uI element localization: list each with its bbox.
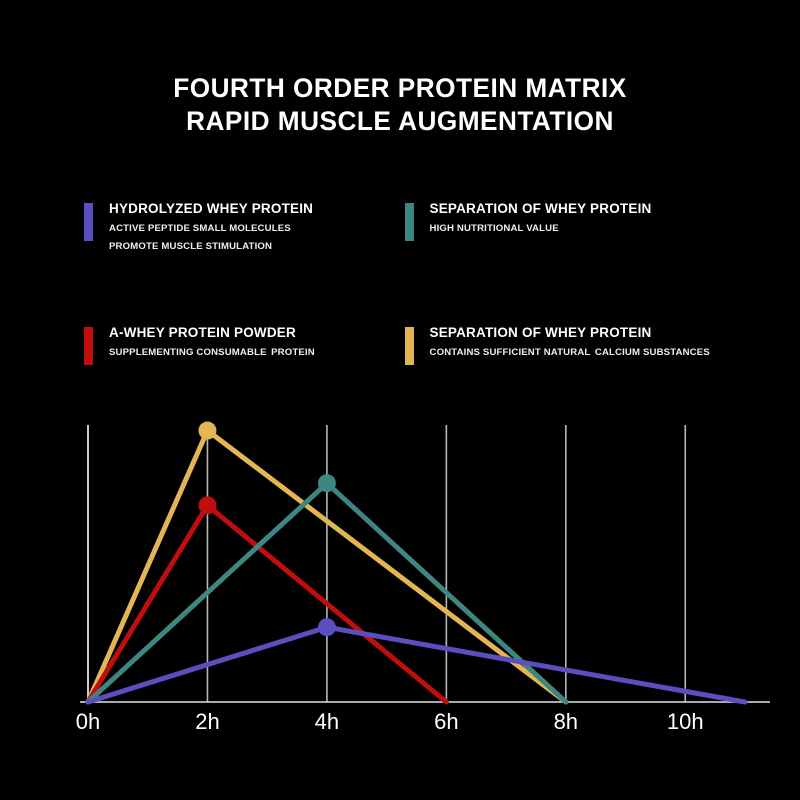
series-peak-marker[interactable] bbox=[317, 618, 336, 637]
title-line-1: FOURTH ORDER PROTEIN MATRIX bbox=[173, 73, 627, 103]
legend-row-1: HYDROLYZED WHEY PROTEIN ACTIVE PEPTIDE S… bbox=[84, 200, 724, 254]
legend-item-text: SEPARATION OF WHEY PROTEIN CONTAINS SUFF… bbox=[430, 324, 725, 360]
legend-item-hydrolyzed-whey-protein[interactable]: HYDROLYZED WHEY PROTEIN ACTIVE PEPTIDE S… bbox=[84, 200, 404, 254]
legend-item-subtitle-1: CONTAINS SUFFICIENT NATURAL bbox=[429, 347, 591, 358]
legend-item-text: SEPARATION OF WHEY PROTEIN HIGH NUTRITIO… bbox=[430, 200, 725, 236]
x-axis-tick-0h: 0h bbox=[75, 709, 101, 734]
legend-item-title: SEPARATION OF WHEY PROTEIN bbox=[429, 201, 652, 216]
legend-swatch-gold bbox=[404, 327, 414, 365]
x-axis-tick-8h: 8h bbox=[553, 709, 579, 734]
legend-item-title: HYDROLYZED WHEY PROTEIN bbox=[109, 201, 314, 216]
series-peak-marker[interactable] bbox=[317, 474, 336, 493]
series-line bbox=[85, 428, 569, 705]
legend-item-a-whey-protein-powder[interactable]: A-WHEY PROTEIN POWDER SUPPLEMENTING CONS… bbox=[84, 324, 404, 365]
series-peak-marker[interactable] bbox=[198, 421, 217, 440]
legend-swatch-teal bbox=[404, 203, 414, 241]
x-axis-tick-10h: 10h bbox=[666, 709, 704, 734]
legend-item-subtitle-2: PROMOTE MUSCLE STIMULATION bbox=[109, 241, 273, 252]
legend-item-subtitle-2: PROTEIN bbox=[271, 347, 315, 358]
legend-item-subtitle-1: HIGH NUTRITIONAL VALUE bbox=[429, 223, 559, 234]
legend-item-separation-whey-calcium[interactable]: SEPARATION OF WHEY PROTEIN CONTAINS SUFF… bbox=[404, 324, 725, 365]
series-line bbox=[85, 480, 569, 705]
series-line bbox=[85, 502, 449, 705]
x-axis-tick-4h: 4h bbox=[314, 709, 340, 734]
series-peak-marker[interactable] bbox=[198, 496, 217, 515]
legend-item-text: A-WHEY PROTEIN POWDER SUPPLEMENTING CONS… bbox=[109, 324, 404, 360]
legend-swatch-red bbox=[84, 327, 93, 365]
legend-item-subtitle-1: ACTIVE PEPTIDE SMALL MOLECULES bbox=[109, 223, 291, 234]
legend-item-title: A-WHEY PROTEIN POWDER bbox=[109, 325, 296, 340]
legend-item-subtitle-2: CALCIUM SUBSTANCES bbox=[594, 347, 710, 358]
legend-swatch-purple bbox=[84, 203, 93, 241]
chart-x-axis-labels: 0h 2h 4h 6h 8h 10h bbox=[0, 708, 800, 742]
series-line bbox=[85, 624, 748, 705]
legend-item-subtitle-1: SUPPLEMENTING CONSUMABLE bbox=[109, 347, 267, 358]
chart-peak-markers bbox=[198, 421, 336, 637]
page-title: FOURTH ORDER PROTEIN MATRIX RAPID MUSCLE… bbox=[0, 72, 800, 138]
x-axis-tick-6h: 6h bbox=[434, 709, 459, 734]
chart-gridlines bbox=[87, 425, 687, 702]
title-line-2: RAPID MUSCLE AUGMENTATION bbox=[186, 106, 614, 136]
legend-item-separation-whey-nutrition[interactable]: SEPARATION OF WHEY PROTEIN HIGH NUTRITIO… bbox=[404, 200, 725, 254]
chart-series-lines bbox=[85, 428, 748, 705]
legend-row-2: A-WHEY PROTEIN POWDER SUPPLEMENTING CONS… bbox=[84, 324, 724, 365]
legend-item-title: SEPARATION OF WHEY PROTEIN bbox=[429, 325, 652, 340]
x-axis-tick-2h: 2h bbox=[195, 709, 220, 734]
legend-item-text: HYDROLYZED WHEY PROTEIN ACTIVE PEPTIDE S… bbox=[109, 200, 404, 254]
legend: HYDROLYZED WHEY PROTEIN ACTIVE PEPTIDE S… bbox=[84, 200, 724, 365]
